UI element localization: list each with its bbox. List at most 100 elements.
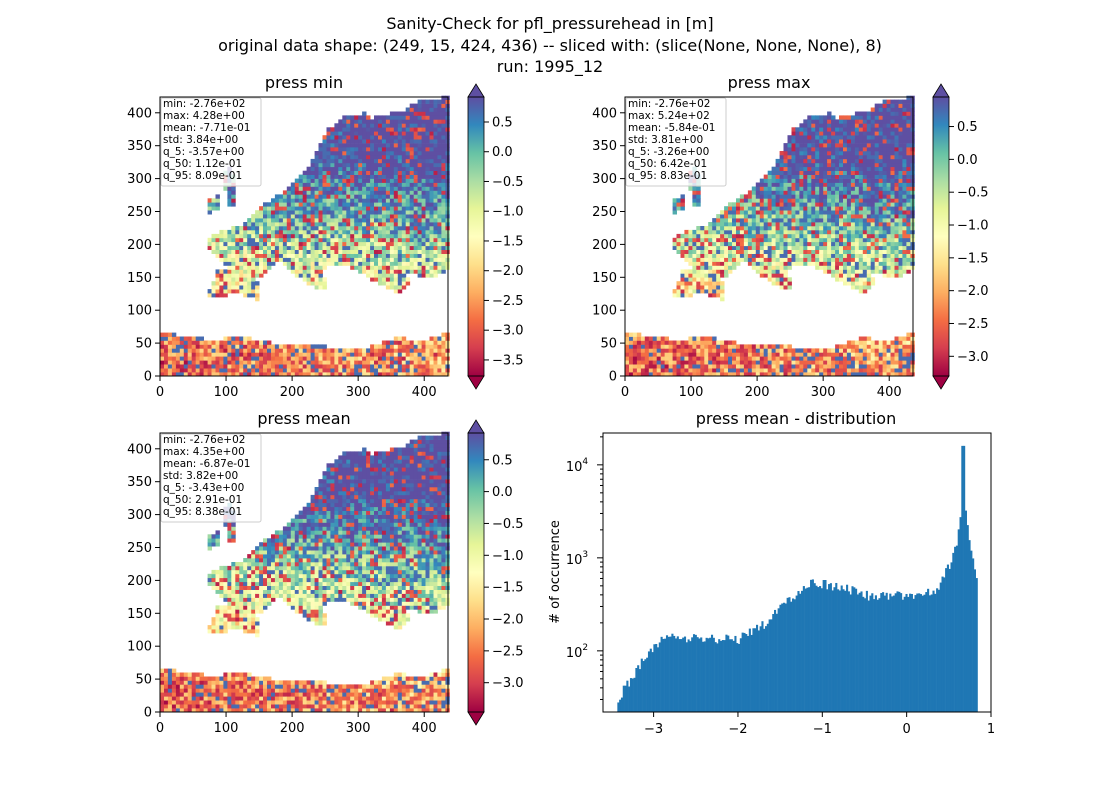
heatmap-cell [441, 210, 446, 215]
heatmap-cell [890, 182, 895, 187]
heatmap-cell [433, 182, 438, 187]
colorbar-frame [467, 96, 485, 377]
heatmap-cell [696, 249, 701, 254]
heatmap-cell [835, 154, 840, 160]
heatmap-cell [286, 222, 292, 227]
heatmap-cell [886, 368, 891, 373]
heatmap-cell [850, 115, 856, 120]
heatmap-cell [815, 249, 820, 254]
heatmap-cell [870, 119, 876, 124]
heatmap-cell [688, 237, 693, 243]
heatmap-cell [413, 348, 419, 353]
heatmap-cell [850, 210, 856, 215]
heatmap-cell [839, 214, 844, 219]
heatmap-cell [862, 206, 868, 211]
heatmap-cell [874, 139, 880, 144]
heatmap-cell [286, 344, 292, 349]
heatmap-cell [652, 356, 658, 361]
heatmap-cell [425, 356, 430, 361]
heatmap-cell [207, 293, 212, 298]
heatmap-cell [779, 249, 784, 254]
heatmap-cell [736, 253, 741, 258]
heatmap-cell [334, 360, 339, 365]
heatmap-cell [338, 158, 343, 164]
heatmap-cell [282, 190, 288, 195]
heatmap-cell [759, 257, 765, 262]
heatmap-cell [231, 261, 236, 266]
heatmap-cell [227, 233, 232, 239]
heatmap-cell [247, 245, 252, 250]
heatmap-cell [684, 356, 689, 361]
heatmap-cell [660, 368, 666, 373]
heatmap-cell [846, 198, 852, 203]
heatmap-cell [243, 352, 248, 357]
heatmap-cell [282, 222, 288, 227]
heatmap-cell [370, 265, 375, 270]
heatmap-cell [803, 198, 808, 203]
heatmap-cell [866, 210, 872, 215]
heatmap-cell [314, 277, 319, 282]
heatmap-cell [882, 218, 887, 223]
heatmap-cell [819, 352, 824, 357]
heatmap-cell [807, 194, 812, 199]
heatmap-cell [314, 174, 319, 179]
heatmap-cell [306, 190, 311, 195]
heatmap-cell [397, 273, 403, 278]
heatmap-cell [401, 245, 407, 250]
heatmap-cell [835, 261, 840, 266]
heatmap-cell [310, 226, 315, 231]
heatmap-cell [839, 261, 844, 266]
heatmap-cell [322, 198, 327, 203]
heatmap-cell [819, 182, 824, 187]
heatmap-cell [716, 261, 721, 266]
heatmap-cell [672, 293, 677, 298]
heatmap-cell [882, 182, 887, 187]
heatmap-cell [835, 218, 840, 223]
heatmap-cell [759, 352, 765, 357]
heatmap-cell [417, 123, 422, 128]
heatmap-cell [211, 364, 216, 369]
heatmap-cell [263, 269, 268, 274]
heatmap-cell [310, 190, 315, 195]
heatmap-cell [362, 257, 367, 262]
heatmap-cell [374, 372, 379, 377]
heatmap-cell [183, 368, 189, 373]
heatmap-cell [370, 119, 375, 124]
colorbar-extend-top [467, 83, 485, 98]
heatmap-cell [843, 269, 848, 274]
heatmap-cell [870, 222, 876, 227]
heatmap-cell [763, 368, 769, 373]
heatmap-cell [223, 352, 228, 357]
heatmap-cell [799, 158, 804, 164]
heatmap-cell [878, 166, 884, 171]
heatmap-cell [759, 344, 765, 349]
heatmap-cell [743, 198, 749, 203]
heatmap-cell [858, 143, 864, 148]
heatmap-cell [362, 143, 367, 148]
heatmap-cell [823, 372, 828, 377]
heatmap-cell [775, 372, 780, 377]
heatmap-cell [692, 190, 697, 195]
heatmap-cell [716, 249, 721, 254]
heatmap-cell [397, 249, 403, 254]
heatmap-cell [215, 360, 220, 365]
heatmap-cell [862, 277, 868, 282]
heatmap-cell [732, 249, 737, 254]
heatmap-cell [215, 241, 220, 247]
heatmap-cell [751, 202, 757, 207]
heatmap-cell [850, 356, 856, 361]
heatmap-cell [429, 123, 434, 128]
heatmap-cell [874, 123, 880, 128]
heatmap-cell [823, 186, 828, 191]
heatmap-cell [330, 222, 335, 227]
heatmap-cell [771, 182, 776, 187]
heatmap-cell [843, 249, 848, 254]
heatmap-cell [854, 115, 860, 120]
heatmap-cell [732, 265, 737, 270]
heatmap-cell [878, 233, 884, 239]
heatmap-cell [775, 233, 780, 239]
heatmap-cell [267, 368, 272, 373]
heatmap-cell [791, 261, 796, 266]
heatmap-cell [882, 135, 887, 140]
heatmap-cell [318, 206, 323, 211]
